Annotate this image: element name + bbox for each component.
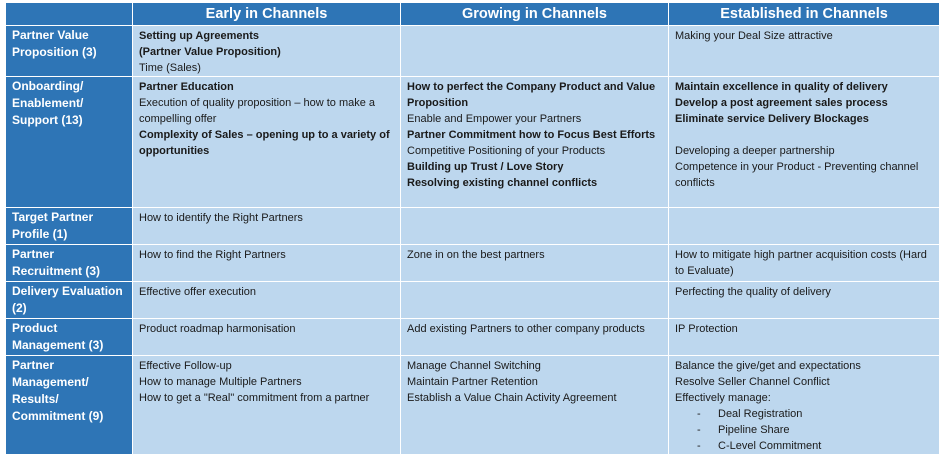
cell-early: How to find the Right Partners bbox=[132, 244, 401, 282]
header-established: Established in Channels bbox=[668, 2, 940, 26]
cell-text-line: Making your Deal Size attractive bbox=[675, 30, 833, 42]
table-row: Partner Recruitment (3) How to find the R… bbox=[5, 244, 940, 282]
dash-bullet-icon: - bbox=[697, 440, 701, 452]
row-category-label: Partner Management/ Results/ Commitment … bbox=[5, 355, 133, 455]
row-category-label: Partner Recruitment (3) bbox=[5, 244, 133, 282]
cell-text-line: Eliminate service Delivery Blockages bbox=[675, 113, 869, 125]
cell-text-line: Setting up Agreements bbox=[139, 30, 259, 42]
cell-text-line: How to get a "Real" commitment from a pa… bbox=[139, 392, 370, 404]
cell-growing bbox=[400, 207, 669, 245]
header-row: Early in Channels Growing in Channels Es… bbox=[5, 2, 940, 26]
table-row: Onboarding/ Enablement/ Support (13) Part… bbox=[5, 76, 940, 208]
row-category-label: Partner Value Proposition (3) bbox=[5, 25, 133, 77]
cell-text-line: Complexity of Sales – opening up to a va… bbox=[139, 129, 390, 157]
row-category-label: Target Partner Profile (1) bbox=[5, 207, 133, 245]
row-category-label: Onboarding/ Enablement/ Support (13) bbox=[5, 76, 133, 208]
cell-text-line: Partner Commitment how to Focus Best Eff… bbox=[407, 129, 656, 141]
header-early: Early in Channels bbox=[132, 2, 401, 26]
cell-text-line: (Partner Value Proposition) bbox=[139, 46, 281, 58]
cell-text-line: How to identify the Right Partners bbox=[139, 212, 303, 224]
cell-text-line: Add existing Partners to other company p… bbox=[407, 323, 645, 335]
cell-text-line: Enable and Empower your Partners bbox=[407, 113, 582, 125]
cell-text-line: How to mitigate high partner acquisition… bbox=[675, 249, 927, 277]
cell-established: How to mitigate high partner acquisition… bbox=[668, 244, 940, 282]
cell-text-line: Resolving existing channel conflicts bbox=[407, 177, 598, 189]
cell-text-line: Resolve Seller Channel Conflict bbox=[675, 376, 830, 388]
bullet-item: - C-Level Commitment bbox=[675, 438, 933, 454]
dash-bullet-icon: - bbox=[697, 424, 701, 436]
cell-text-line: Competence in your Product - Preventing … bbox=[675, 161, 919, 189]
cell-text-line: How to perfect the Company Product and V… bbox=[407, 81, 656, 109]
cell-early: How to identify the Right Partners bbox=[132, 207, 401, 245]
cell-text-line: Effective Follow-up bbox=[139, 360, 232, 372]
cell-text-line: Establish a Value Chain Activity Agreeme… bbox=[407, 392, 617, 404]
bullet-item: - Pipeline Share bbox=[675, 422, 933, 438]
cell-text-line: Building up Trust / Love Story bbox=[407, 161, 564, 173]
table-row: Partner Value Proposition (3) Setting up … bbox=[5, 25, 940, 77]
table-row: Partner Management/ Results/ Commitment … bbox=[5, 355, 940, 455]
cell-text-line: Developing a deeper partnership bbox=[675, 145, 835, 157]
cell-text-line: How to manage Multiple Partners bbox=[139, 376, 302, 388]
cell-text-line: Partner Education bbox=[139, 81, 234, 93]
corner-cell bbox=[5, 2, 133, 26]
cell-established: Making your Deal Size attractive bbox=[668, 25, 940, 77]
cell-text-line: Effective offer execution bbox=[139, 286, 256, 298]
channel-matrix-table: Early in Channels Growing in Channels Es… bbox=[5, 2, 940, 455]
cell-text-line: Perfecting the quality of delivery bbox=[675, 286, 831, 298]
cell-text-line: Product roadmap harmonisation bbox=[139, 323, 296, 335]
cell-text-line: Manage Channel Switching bbox=[407, 360, 541, 372]
cell-early: Effective Follow-up How to manage Multipl… bbox=[132, 355, 401, 455]
cell-growing bbox=[400, 25, 669, 77]
cell-established: Maintain excellence in quality of delive… bbox=[668, 76, 940, 208]
cell-text-line: Zone in on the best partners bbox=[407, 249, 545, 261]
cell-text-line: Competitive Positioning of your Products bbox=[407, 145, 606, 157]
bullet-text: Deal Registration bbox=[718, 408, 803, 420]
cell-text-line: Effectively manage: bbox=[675, 392, 771, 404]
channel-matrix: Early in Channels Growing in Channels Es… bbox=[5, 2, 940, 455]
cell-text-line: Balance the give/get and expectations bbox=[675, 360, 861, 372]
table-row: Delivery Evaluation (2) Effective offer e… bbox=[5, 281, 940, 319]
cell-text-line: Maintain excellence in quality of delive… bbox=[675, 81, 888, 93]
cell-early: Partner Education Execution of quality pr… bbox=[132, 76, 401, 208]
cell-early: Setting up Agreements (Partner Value Prop… bbox=[132, 25, 401, 77]
dash-bullet-icon: - bbox=[697, 408, 701, 420]
cell-established: IP Protection bbox=[668, 318, 940, 356]
spacer bbox=[675, 127, 933, 143]
table-row: Target Partner Profile (1) How to identif… bbox=[5, 207, 940, 245]
bullet-text: Pipeline Share bbox=[718, 424, 790, 436]
cell-text-line: Execution of quality proposition – how t… bbox=[139, 97, 376, 125]
row-category-label: Product Management (3) bbox=[5, 318, 133, 356]
cell-growing: How to perfect the Company Product and V… bbox=[400, 76, 669, 208]
cell-text-line: Develop a post agreement sales process bbox=[675, 97, 888, 109]
cell-text-line: Maintain Partner Retention bbox=[407, 376, 538, 388]
cell-established: Balance the give/get and expectations Res… bbox=[668, 355, 940, 455]
bullet-text: C-Level Commitment bbox=[718, 440, 822, 452]
cell-text-line: How to find the Right Partners bbox=[139, 249, 286, 261]
cell-established: Perfecting the quality of delivery bbox=[668, 281, 940, 319]
cell-early: Product roadmap harmonisation bbox=[132, 318, 401, 356]
row-category-label: Delivery Evaluation (2) bbox=[5, 281, 133, 319]
cell-early: Effective offer execution bbox=[132, 281, 401, 319]
cell-text-line: IP Protection bbox=[675, 323, 738, 335]
cell-text-line: Time (Sales) bbox=[139, 62, 201, 74]
cell-growing: Zone in on the best partners bbox=[400, 244, 669, 282]
cell-growing bbox=[400, 281, 669, 319]
table-row: Product Management (3) Product roadmap ha… bbox=[5, 318, 940, 356]
bullet-item: - Deal Registration bbox=[675, 406, 933, 422]
cell-growing: Manage Channel Switching Maintain Partner… bbox=[400, 355, 669, 455]
header-growing: Growing in Channels bbox=[400, 2, 669, 26]
cell-established bbox=[668, 207, 940, 245]
cell-growing: Add existing Partners to other company p… bbox=[400, 318, 669, 356]
